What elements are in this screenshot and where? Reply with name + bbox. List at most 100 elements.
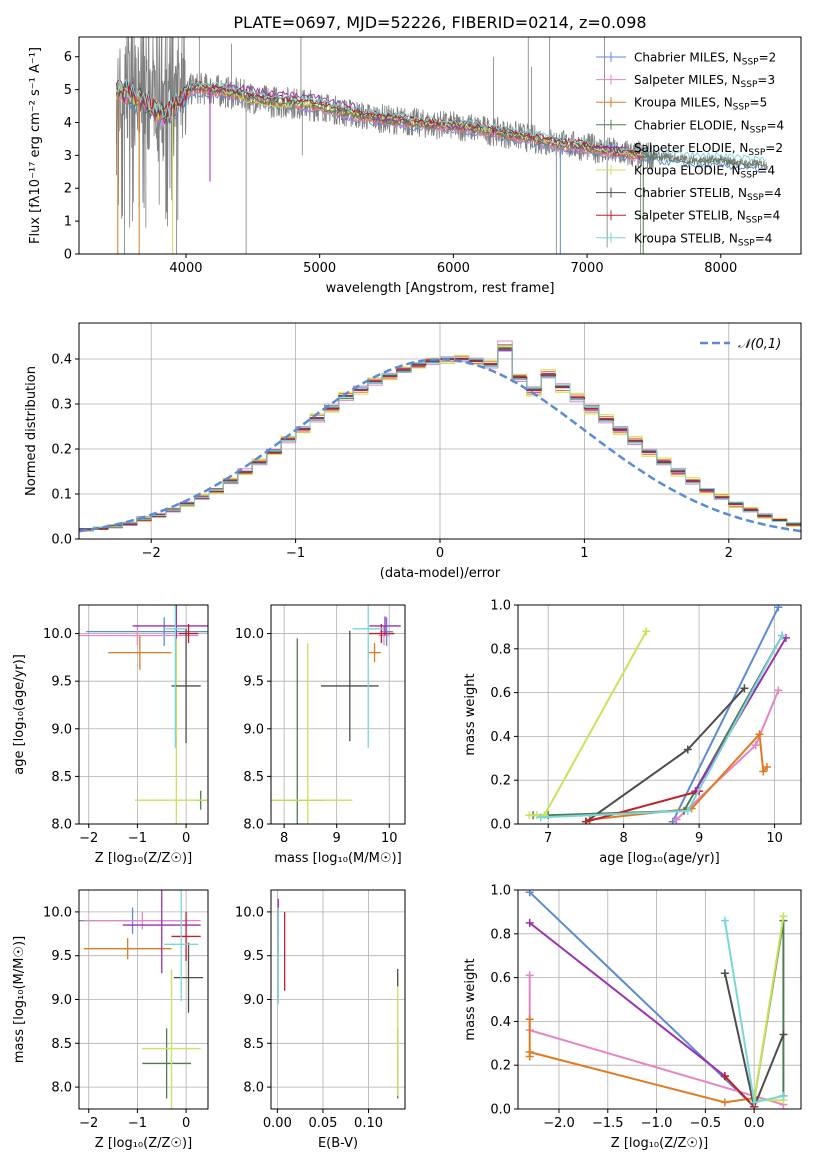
- weight-series-line: [528, 1019, 755, 1104]
- x-tick-label: 5000: [303, 261, 336, 276]
- x-tick-label: 2: [725, 546, 733, 561]
- x-tick-label: −0.5: [690, 1116, 722, 1131]
- weight-point-marker: [525, 918, 534, 927]
- y-tick-label: 0.8: [490, 927, 511, 942]
- observed-spectrum-line: [116, 37, 768, 228]
- errorbar-point: [134, 638, 208, 824]
- weight-point-marker: [683, 806, 692, 815]
- errorbar-point: [380, 617, 393, 646]
- legend-model-name: Salpeter ELODIE: [634, 141, 732, 155]
- plot-area: [79, 340, 801, 533]
- x-tick-label: −1.0: [641, 1116, 673, 1131]
- gaussian-reference-curve: [79, 358, 801, 533]
- weight-point-marker: [525, 811, 534, 820]
- errorbar-point: [368, 643, 381, 663]
- legend-nssp-value: 4: [765, 231, 773, 245]
- y-tick-label: 9.5: [243, 675, 264, 690]
- x-tick-label: 0: [182, 831, 190, 846]
- legend-nssp-subscript: SSP: [746, 216, 763, 226]
- weight-series-line: [533, 635, 783, 817]
- y-tick-label: 0.2: [490, 774, 511, 789]
- errorbar-point: [83, 938, 172, 960]
- weight-point-marker: [750, 1098, 759, 1107]
- x-axis-label: E(B-V): [318, 1136, 358, 1151]
- figure-title: PLATE=0697, MJD=52226, FIBERID=0214, z=0…: [233, 13, 646, 32]
- y-tick-label: 8.5: [51, 770, 72, 785]
- legend-nssp-subscript: SSP: [750, 125, 767, 135]
- y-tick-label: 0.4: [490, 730, 511, 745]
- errorbar-point: [122, 890, 201, 974]
- legend-entry: Chabrier ELODIE, NSSP=4: [634, 118, 784, 135]
- y-tick-label: 0.0: [51, 533, 72, 548]
- legend-model-name: Salpeter MILES: [634, 73, 724, 87]
- weight-series-line: [585, 687, 746, 823]
- y-tick-label: 0.2: [51, 443, 72, 458]
- legend-nssp-subscript: SSP: [733, 103, 750, 113]
- plot-area: [271, 605, 401, 824]
- weight-series-line: [540, 635, 783, 819]
- y-tick-label: 8.5: [243, 1037, 264, 1052]
- legend-nssp-subscript: SSP: [748, 148, 765, 158]
- y-tick-label: 6: [64, 50, 72, 65]
- legend-nssp-equals: =: [757, 164, 767, 178]
- axes-frame: [270, 604, 406, 825]
- plot-area: [525, 605, 790, 824]
- legend-model-name: Kroupa ELODIE: [634, 164, 724, 178]
- x-tick-label: 8000: [704, 261, 737, 276]
- weight-point-marker: [720, 916, 729, 925]
- y-tick-label: 0.3: [51, 398, 72, 413]
- y-axis-label: Flux [fλ10⁻¹⁷ erg cm⁻² s⁻¹ A⁻¹]: [28, 47, 43, 244]
- weight-vs-age-panel: 7 8 9 10 0.0 0.2 0.4 0.6 0.8 1.0 age [log₁₀(age/yr…: [463, 599, 802, 866]
- x-axis-label: Z [log₁₀(Z/Z☉)]: [95, 851, 192, 866]
- legend-nssp-prefix: , N: [721, 231, 738, 245]
- weight-point-marker: [779, 1030, 788, 1039]
- legend-nssp-equals: =: [757, 73, 767, 87]
- x-tick-label: 10: [381, 831, 398, 846]
- y-tick-label: 1: [64, 215, 72, 230]
- weight-series-line: [671, 606, 780, 823]
- legend-nssp-value: 4: [767, 164, 775, 178]
- weight-point-marker: [779, 912, 788, 921]
- y-tick-label: 4: [64, 116, 72, 131]
- y-tick-label: 10.0: [43, 627, 72, 642]
- legend-nssp-value: 4: [774, 186, 782, 200]
- x-axis-label: wavelength [Angstrom, rest frame]: [326, 281, 555, 296]
- weight-point-marker: [525, 1015, 534, 1024]
- legend-nssp-equals: =: [759, 51, 769, 65]
- weight-point-marker: [751, 741, 760, 750]
- legend-nssp-subscript: SSP: [738, 238, 755, 248]
- age-vs-mass-panel: 8 9 10 8.0 8.5 9.0 9.5 10.0 mass [log₁₀(M/M☉)]: [235, 604, 406, 866]
- weight-point-marker: [683, 745, 692, 754]
- y-axis-label: mass [log₁₀(M/M☉)]: [12, 936, 27, 1063]
- weight-point-marker: [720, 1072, 729, 1081]
- y-tick-label: 2: [64, 182, 72, 197]
- legend-model-name: Salpeter STELIB: [634, 209, 729, 223]
- x-axis-label: (data-model)/error: [380, 566, 501, 581]
- x-tick-label: 1: [580, 546, 588, 561]
- weight-point-marker: [525, 890, 534, 897]
- errorbar-point: [164, 890, 199, 1002]
- y-tick-label: 0.1: [51, 488, 72, 503]
- x-axis-label: age [log₁₀(age/yr)]: [599, 851, 720, 866]
- legend-nssp-prefix: , N: [729, 209, 746, 223]
- legend-entry: Salpeter ELODIE, NSSP=2: [634, 141, 783, 158]
- legend-entry: Kroupa ELODIE, NSSP=4: [634, 164, 775, 181]
- x-tick-label: 9: [695, 831, 703, 846]
- errorbar-point: [86, 617, 208, 646]
- age-vs-metallicity-panel: −2 −1 0 8.0 8.5 9.0 9.5 10.0 Z [log₁₀(Z/Z☉)] age …: [12, 604, 209, 866]
- errorbar-point: [173, 942, 204, 1013]
- weight-point-marker: [740, 684, 749, 693]
- x-tick-label: −1.5: [592, 1116, 624, 1131]
- weight-point-marker: [720, 1098, 729, 1107]
- x-tick-label: 8: [280, 831, 288, 846]
- weight-series-line: [585, 790, 700, 823]
- axes-frame: [78, 604, 209, 825]
- weight-series-line: [529, 922, 726, 1077]
- y-tick-label: 0.8: [490, 642, 511, 657]
- x-tick-label: 9: [333, 831, 341, 846]
- weight-point-marker: [779, 1091, 788, 1100]
- y-axis-label: age [log₁₀(age/yr)]: [12, 654, 27, 775]
- errorbar-point: [271, 643, 353, 824]
- legend-nssp-equals: =: [755, 231, 765, 245]
- y-tick-label: 10.0: [43, 905, 72, 920]
